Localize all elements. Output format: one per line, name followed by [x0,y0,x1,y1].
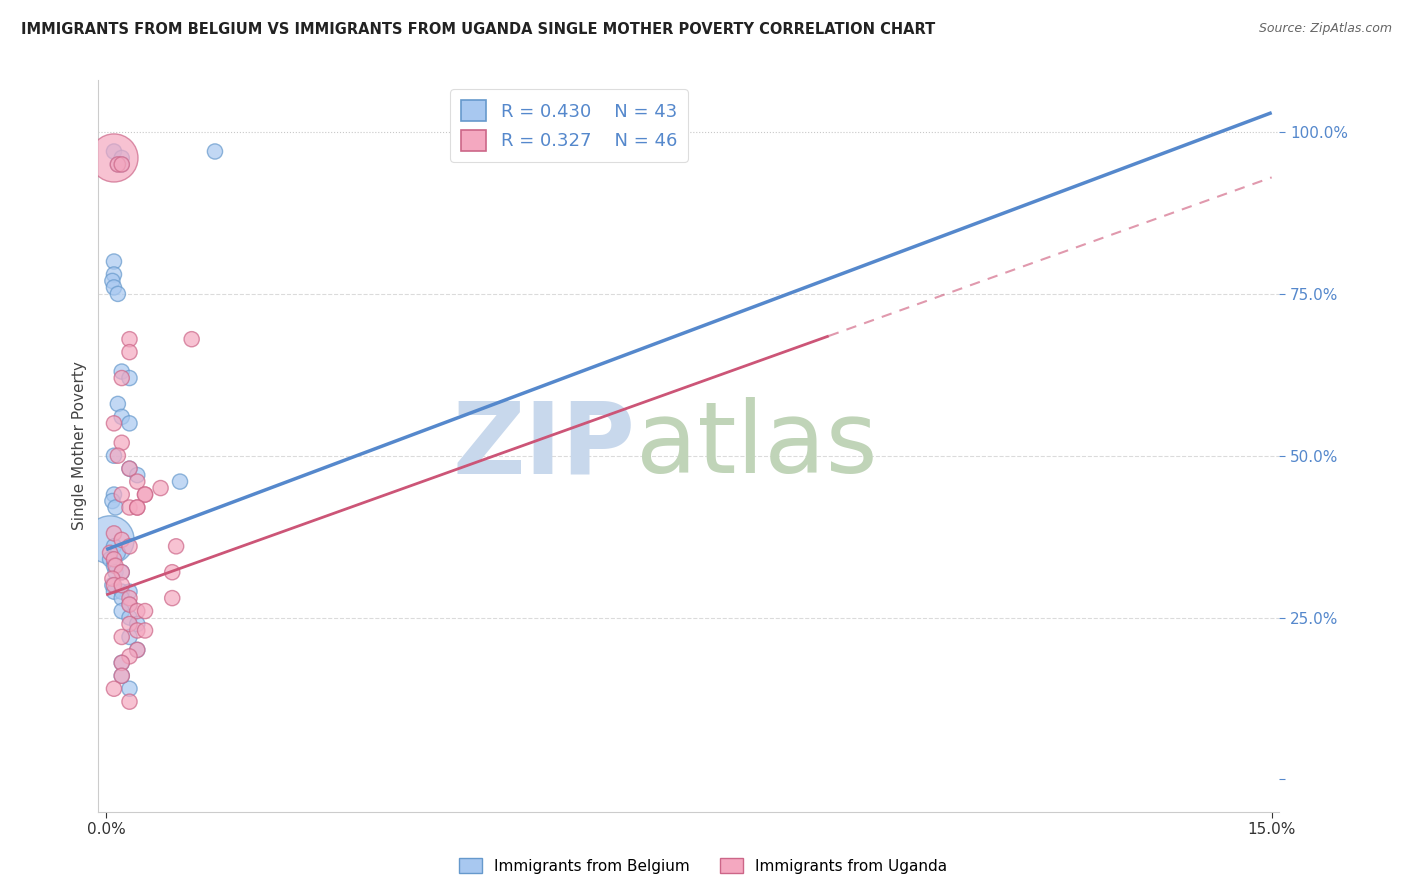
Point [101,572,124,586]
Point [127,475,149,489]
Point [103,268,125,282]
Point [162,566,183,580]
Point [104,566,127,580]
Point [169,475,191,489]
Point [103,151,125,165]
Point [111,487,134,501]
Point [111,630,134,644]
Point [111,533,134,547]
Point [107,397,129,411]
Point [111,371,134,385]
Point [118,332,141,346]
Point [127,624,149,638]
Point [98,552,121,566]
Point [111,566,134,580]
Point [107,546,129,560]
Point [111,669,134,683]
Point [98,533,121,547]
Point [127,468,149,483]
Point [104,500,127,515]
Point [101,494,124,508]
Point [134,604,156,618]
Point [107,286,129,301]
Point [118,630,141,644]
Point [118,345,141,359]
Point [111,584,134,599]
Point [149,481,172,495]
Point [103,539,125,553]
Point [107,449,129,463]
Text: Source: ZipAtlas.com: Source: ZipAtlas.com [1258,22,1392,36]
Point [107,157,129,171]
Point [103,487,125,501]
Point [103,558,125,573]
Legend: R = 0.430    N = 43, R = 0.327    N = 46: R = 0.430 N = 43, R = 0.327 N = 46 [450,89,688,161]
Point [111,435,134,450]
Point [118,598,141,612]
Point [103,280,125,294]
Point [111,656,134,670]
Text: atlas: atlas [636,398,877,494]
Point [101,274,124,288]
Point [118,610,141,624]
Point [103,449,125,463]
Point [103,584,125,599]
Point [111,656,134,670]
Point [118,371,141,385]
Point [165,539,187,553]
Point [118,461,141,475]
Point [118,695,141,709]
Point [118,681,141,696]
Point [127,500,149,515]
Point [118,417,141,431]
Point [111,578,134,592]
Point [107,157,129,171]
Point [118,539,141,553]
Point [111,151,134,165]
Point [111,409,134,424]
Point [111,157,134,171]
Point [118,591,141,606]
Point [127,617,149,632]
Legend: Immigrants from Belgium, Immigrants from Uganda: Immigrants from Belgium, Immigrants from… [453,852,953,880]
Point [127,500,149,515]
Point [98,546,121,560]
Point [111,604,134,618]
Point [111,591,134,606]
Point [101,578,124,592]
Point [103,681,125,696]
Point [103,145,125,159]
Point [127,643,149,657]
Point [118,649,141,664]
Y-axis label: Single Mother Poverty: Single Mother Poverty [72,361,87,531]
Point [103,254,125,268]
Point [204,145,226,159]
Point [118,584,141,599]
Point [118,598,141,612]
Point [111,566,134,580]
Point [103,552,125,566]
Point [118,461,141,475]
Point [104,558,127,573]
Point [134,487,156,501]
Point [162,591,183,606]
Point [111,365,134,379]
Point [103,578,125,592]
Point [103,526,125,541]
Point [127,604,149,618]
Point [134,624,156,638]
Text: ZIP: ZIP [453,398,636,494]
Text: IMMIGRANTS FROM BELGIUM VS IMMIGRANTS FROM UGANDA SINGLE MOTHER POVERTY CORRELAT: IMMIGRANTS FROM BELGIUM VS IMMIGRANTS FR… [21,22,935,37]
Point [103,417,125,431]
Point [134,487,156,501]
Point [111,157,134,171]
Point [118,617,141,632]
Point [127,643,149,657]
Point [118,500,141,515]
Point [111,669,134,683]
Point [180,332,202,346]
